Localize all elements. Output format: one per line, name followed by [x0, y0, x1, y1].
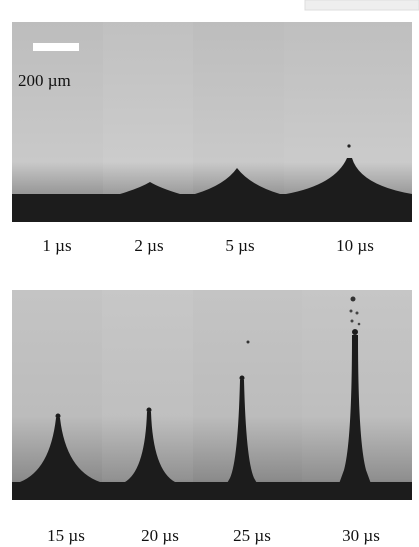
frame-label: 20 µs — [141, 526, 179, 545]
bottom-row — [12, 290, 412, 500]
frame-label: 30 µs — [342, 526, 380, 545]
droplet — [347, 144, 351, 148]
bump — [195, 168, 280, 194]
frame-label: 5 µs — [225, 236, 254, 255]
cusp — [286, 158, 412, 194]
scale-bar — [33, 43, 79, 51]
frame-label: 2 µs — [134, 236, 163, 255]
jet — [125, 412, 175, 482]
top-row: 200 µm — [12, 22, 412, 222]
droplet — [350, 319, 354, 323]
liquid-layer — [12, 482, 412, 500]
scale-label: 200 µm — [18, 71, 71, 90]
jet — [222, 380, 262, 492]
jet-tip — [55, 413, 61, 419]
droplet — [357, 322, 361, 326]
droplet — [350, 296, 356, 302]
frame-label: 1 µs — [42, 236, 71, 255]
droplet — [246, 340, 250, 344]
jet-tip — [146, 407, 152, 413]
corner-tab — [304, 0, 419, 11]
droplet — [349, 309, 353, 313]
frame-image — [12, 22, 103, 222]
bump — [120, 182, 180, 194]
droplet — [355, 311, 359, 315]
liquid-layer — [12, 194, 412, 222]
jet-tip — [239, 375, 245, 381]
frame-label: 25 µs — [233, 526, 271, 545]
frame-label: 10 µs — [336, 236, 374, 255]
jet-tip — [352, 329, 358, 335]
jet — [336, 335, 374, 492]
jet — [20, 418, 100, 482]
frame-label: 15 µs — [47, 526, 85, 545]
